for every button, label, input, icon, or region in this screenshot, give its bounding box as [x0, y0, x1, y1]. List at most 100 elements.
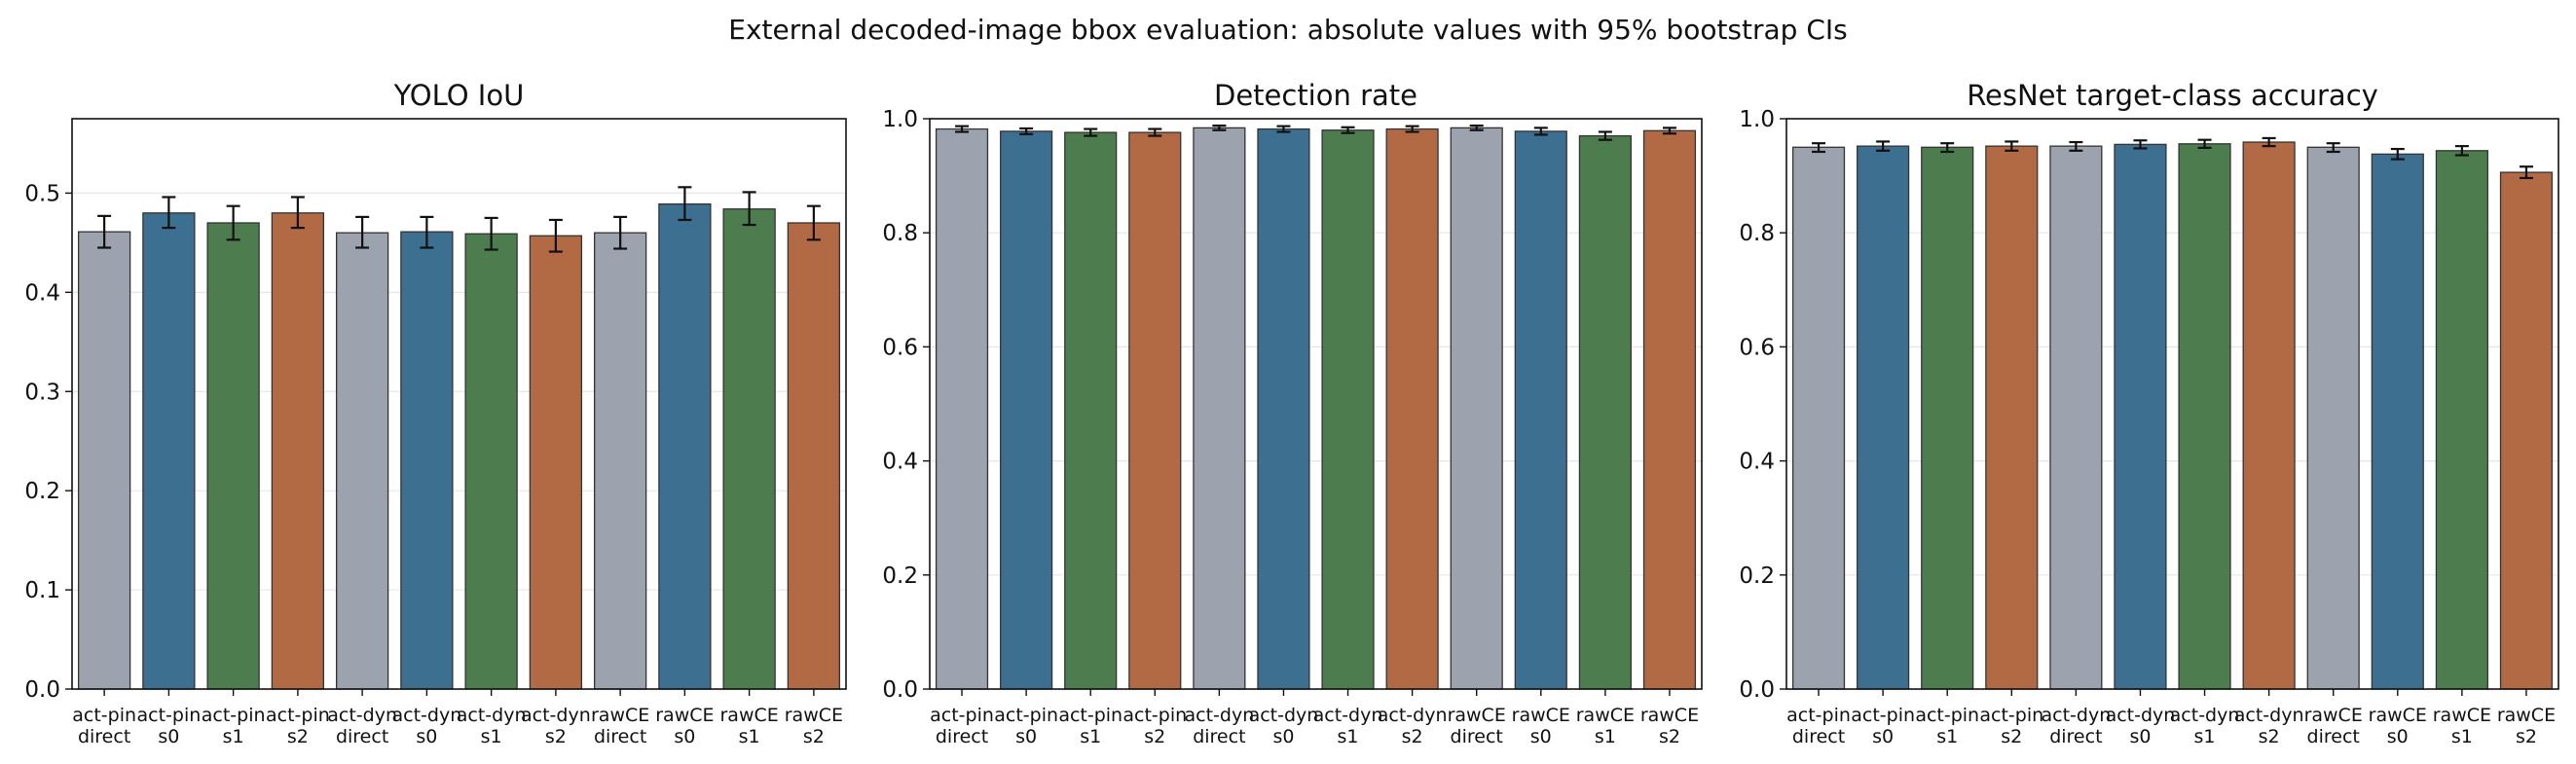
x-tick-label: act-pin s0: [994, 705, 1058, 747]
bar-act-dyn-direct: [335, 232, 389, 690]
error-bar: [97, 214, 112, 249]
bar-act-dyn-s1: [1321, 129, 1375, 690]
error-bar: [290, 196, 305, 230]
bar-rawCE-direct: [1450, 127, 1503, 690]
bar-act-pin-s1: [206, 222, 260, 690]
x-tick-label: act-dyn s1: [2170, 705, 2240, 747]
error-bar: [1812, 142, 1826, 154]
error-bar: [484, 216, 498, 251]
bar-act-dyn-s1: [2178, 143, 2231, 690]
x-tick-label: rawCE s2: [1640, 705, 1699, 747]
bar-act-pin-s2: [1128, 131, 1182, 690]
y-tick-label: 0.2: [1739, 564, 1775, 589]
y-tick-label: 0.0: [1739, 677, 1775, 703]
x-tick-label: act-dyn direct: [2042, 705, 2112, 747]
bar-act-pin-s0: [1857, 145, 1910, 690]
panel-title: Detection rate: [1214, 79, 1417, 112]
bar-act-dyn-s0: [400, 231, 454, 690]
error-bar: [1598, 130, 1612, 141]
x-tick-label: act-dyn direct: [327, 705, 397, 747]
x-tick-label: act-dyn s0: [2106, 705, 2176, 747]
bar-act-dyn-direct: [2049, 145, 2103, 690]
x-tick-label: act-dyn s0: [392, 705, 462, 747]
error-bar: [678, 186, 692, 222]
error-bar: [1876, 140, 1891, 152]
y-tick-label: 0.3: [24, 380, 60, 405]
error-bar: [2454, 145, 2469, 157]
x-tick-label: act-dyn s1: [457, 705, 527, 747]
error-bar: [1148, 127, 1162, 137]
y-tick-label: 0.2: [24, 479, 60, 504]
figure-suptitle: External decoded-image bbox evaluation: …: [728, 14, 1848, 46]
bar-act-pin-direct: [935, 127, 989, 690]
axes-frame: [1785, 118, 2559, 690]
x-tick-label: act-pin direct: [72, 705, 136, 747]
x-tick-label: act-pin s0: [1851, 705, 1915, 747]
error-bar: [955, 125, 970, 133]
bar-rawCE-s1: [1578, 134, 1632, 690]
y-tick-label: 0.6: [1739, 335, 1775, 360]
x-tick-label: rawCE s2: [2497, 705, 2556, 747]
x-tick-label: rawCE s0: [1512, 705, 1570, 747]
bar-act-pin-s0: [1000, 130, 1053, 690]
y-tick-label: 0.0: [882, 677, 918, 703]
y-tick-label: 0.6: [882, 335, 918, 360]
x-tick-label: act-dyn s1: [1313, 705, 1383, 747]
bar-act-pin-s1: [1921, 146, 1974, 690]
error-bar: [1940, 142, 1955, 154]
x-tick-label: act-dyn s2: [1378, 705, 1448, 747]
error-bar: [355, 215, 370, 249]
bar-act-pin-s0: [142, 212, 196, 690]
x-tick-label: act-dyn direct: [1185, 705, 1255, 747]
error-bar: [1276, 125, 1291, 133]
axes-frame: [71, 118, 847, 690]
bar-act-dyn-s1: [464, 233, 518, 690]
error-bar: [2005, 140, 2019, 152]
error-bar: [2069, 140, 2083, 152]
error-bar: [162, 196, 176, 230]
bar-act-dyn-s0: [2114, 143, 2167, 690]
error-bar: [1469, 124, 1484, 131]
error-bar: [613, 215, 628, 250]
x-tick-label: rawCE s0: [2369, 705, 2427, 747]
x-tick-label: act-pin direct: [1786, 705, 1851, 747]
error-bar: [420, 215, 434, 249]
error-bar: [2133, 139, 2148, 150]
bar-rawCE-s0: [2371, 153, 2424, 690]
bar-rawCE-s0: [1514, 130, 1567, 690]
y-tick-label: 1.0: [1739, 107, 1775, 132]
bar-rawCE-s1: [2435, 150, 2488, 690]
bar-rawCE-s2: [787, 222, 841, 690]
y-tick-label: 0.4: [882, 450, 918, 475]
bar-act-pin-direct: [1791, 146, 1846, 690]
bar-act-pin-s1: [1064, 131, 1118, 690]
bar-act-dyn-direct: [1193, 127, 1246, 690]
y-tick-label: 0.8: [882, 221, 918, 246]
y-tick-label: 0.5: [24, 181, 60, 206]
error-bar: [1405, 125, 1419, 133]
bar-rawCE-s2: [1642, 129, 1697, 690]
bar-act-dyn-s2: [529, 235, 583, 690]
error-bar: [2519, 165, 2533, 180]
error-bar: [1533, 127, 1548, 136]
bar-act-dyn-s2: [2242, 141, 2296, 690]
x-tick-label: act-pin s1: [1915, 705, 1979, 747]
x-tick-label: act-pin direct: [930, 705, 994, 747]
x-tick-label: act-dyn s2: [2234, 705, 2304, 747]
bar-rawCE-s0: [658, 202, 712, 690]
axes-frame: [929, 118, 1703, 690]
x-tick-label: act-pin s2: [1979, 705, 2043, 747]
x-tick-label: rawCE s1: [2433, 705, 2491, 747]
x-tick-label: rawCE direct: [1448, 705, 1506, 747]
y-tick-label: 0.0: [24, 677, 60, 703]
error-bar: [1341, 126, 1355, 134]
bar-act-pin-s2: [1985, 145, 2039, 690]
x-tick-label: rawCE s1: [1576, 705, 1635, 747]
x-tick-label: act-dyn s2: [521, 705, 591, 747]
error-bar: [548, 218, 563, 253]
bar-act-pin-s2: [271, 212, 325, 690]
y-tick-label: 0.1: [24, 578, 60, 603]
